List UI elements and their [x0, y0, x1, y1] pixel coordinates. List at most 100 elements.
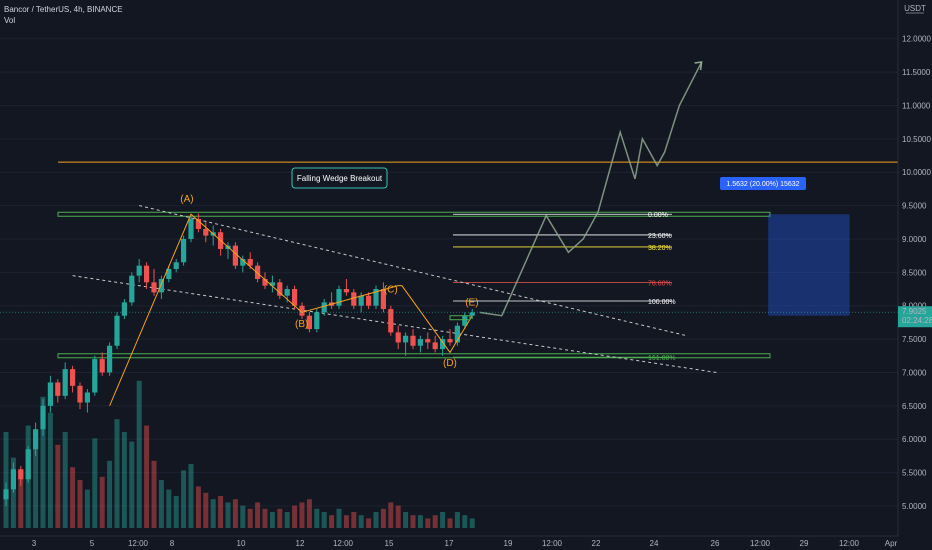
- volume-bar: [351, 512, 357, 528]
- volume-bar: [292, 505, 298, 528]
- fib-level-label: 0.00%: [648, 212, 668, 219]
- pattern-label-box: [291, 167, 388, 189]
- wedge-lower-line: [72, 275, 717, 373]
- volume-bar: [173, 496, 179, 528]
- candle-body: [99, 359, 105, 373]
- wedge-upper-line: [139, 205, 687, 337]
- time-tick-label: 12:00: [839, 539, 860, 548]
- candle-body: [269, 282, 275, 286]
- candle-body: [247, 258, 253, 266]
- candle-body: [40, 405, 46, 430]
- candle-body: [292, 289, 298, 306]
- volume-bar: [440, 512, 446, 528]
- chart-header: Bancor / TetherUS, 4h, BINANCE Vol: [4, 4, 123, 26]
- price-tick-label: 11.0000: [902, 101, 931, 110]
- price-tick-label: 9.5000: [902, 202, 927, 211]
- volume-bar: [55, 444, 61, 528]
- candle-body: [62, 369, 68, 396]
- candle-body: [10, 469, 16, 490]
- time-tick-label: 10: [237, 539, 246, 548]
- price-tick-label: 5.0000: [902, 502, 927, 511]
- volume-bar: [469, 518, 475, 528]
- fib-level-label: 100.00%: [648, 299, 676, 306]
- candle-body: [469, 312, 475, 316]
- candle-body: [358, 295, 364, 306]
- volume-bar: [121, 432, 127, 528]
- symbol-title: Bancor / TetherUS, 4h, BINANCE: [4, 5, 123, 14]
- wave-label: (E): [465, 298, 478, 309]
- volume-bar: [410, 515, 416, 528]
- volume-bar: [255, 502, 261, 528]
- candle-body: [121, 302, 127, 316]
- volume-bar: [225, 502, 231, 528]
- candle-body: [410, 335, 416, 346]
- candle-body: [33, 429, 39, 450]
- candle-body: [395, 332, 401, 343]
- time-tick-label: Apr: [885, 539, 898, 548]
- volume-bar: [262, 508, 268, 528]
- candle-body: [255, 265, 261, 279]
- volume-bar: [136, 380, 142, 528]
- fib-level-label: 38.20%: [648, 245, 672, 252]
- candle-body: [195, 218, 201, 229]
- candle-body: [343, 289, 349, 293]
- time-tick-label: 5: [90, 539, 95, 548]
- time-tick-label: 12:00: [333, 539, 354, 548]
- candle-body: [114, 315, 120, 346]
- price-tick-label: 7.0000: [902, 368, 927, 377]
- volume-bar: [218, 496, 224, 528]
- volume-bar: [114, 419, 120, 528]
- fib-level-label: 161.80%: [648, 355, 676, 362]
- volume-bar: [151, 460, 157, 528]
- time-tick-label: 24: [650, 539, 659, 548]
- wave-label: (D): [443, 358, 457, 369]
- candle-body: [425, 339, 431, 343]
- candle-body: [203, 228, 209, 236]
- pattern-label: Falling Wedge Breakout: [297, 174, 383, 183]
- price-tick-label: 10.0000: [902, 168, 931, 177]
- volume-bar: [329, 515, 335, 528]
- volume-bar: [99, 476, 105, 528]
- candle-body: [299, 305, 305, 316]
- volume-bar: [306, 499, 312, 528]
- price-axis-bg: [898, 0, 932, 550]
- volume-bar: [454, 512, 460, 528]
- volume-bar: [92, 438, 98, 528]
- candle-body: [314, 312, 320, 330]
- volume-bar: [107, 460, 113, 528]
- candle-body: [462, 315, 468, 326]
- candle-body: [188, 218, 194, 239]
- volume-bar: [18, 470, 24, 528]
- candle-body: [70, 369, 76, 386]
- fib-level-label: 23.60%: [648, 233, 672, 240]
- volume-bar: [299, 502, 305, 528]
- fib-level-label: 78.60%: [648, 280, 672, 287]
- breakout-marker: [449, 315, 471, 321]
- volume-bar: [388, 502, 394, 528]
- candle-body: [158, 279, 164, 293]
- volume-bar: [447, 518, 453, 528]
- price-tick-label: 9.0000: [902, 235, 927, 244]
- projection-path: [479, 61, 703, 317]
- target-box: [768, 214, 850, 316]
- candle-body: [25, 449, 31, 480]
- price-tick-label: 12.0000: [902, 35, 931, 44]
- projection-arrowhead: [694, 61, 703, 71]
- volume-bar: [240, 505, 246, 528]
- candle-body: [173, 262, 179, 269]
- candle-body: [92, 359, 98, 393]
- candle-body: [380, 289, 386, 310]
- time-tick-label: 12: [296, 539, 305, 548]
- candle-body: [47, 382, 53, 406]
- candle-body: [440, 339, 446, 350]
- candle-body: [284, 289, 290, 296]
- volume-bar: [181, 470, 187, 528]
- price-tick-label: 8.0000: [902, 302, 927, 311]
- volume-bar: [314, 508, 320, 528]
- wave-label: (B): [295, 319, 308, 330]
- candle-body: [151, 282, 157, 293]
- time-tick-label: 3: [32, 539, 37, 548]
- candle-body: [417, 339, 423, 346]
- candle-body: [366, 295, 372, 306]
